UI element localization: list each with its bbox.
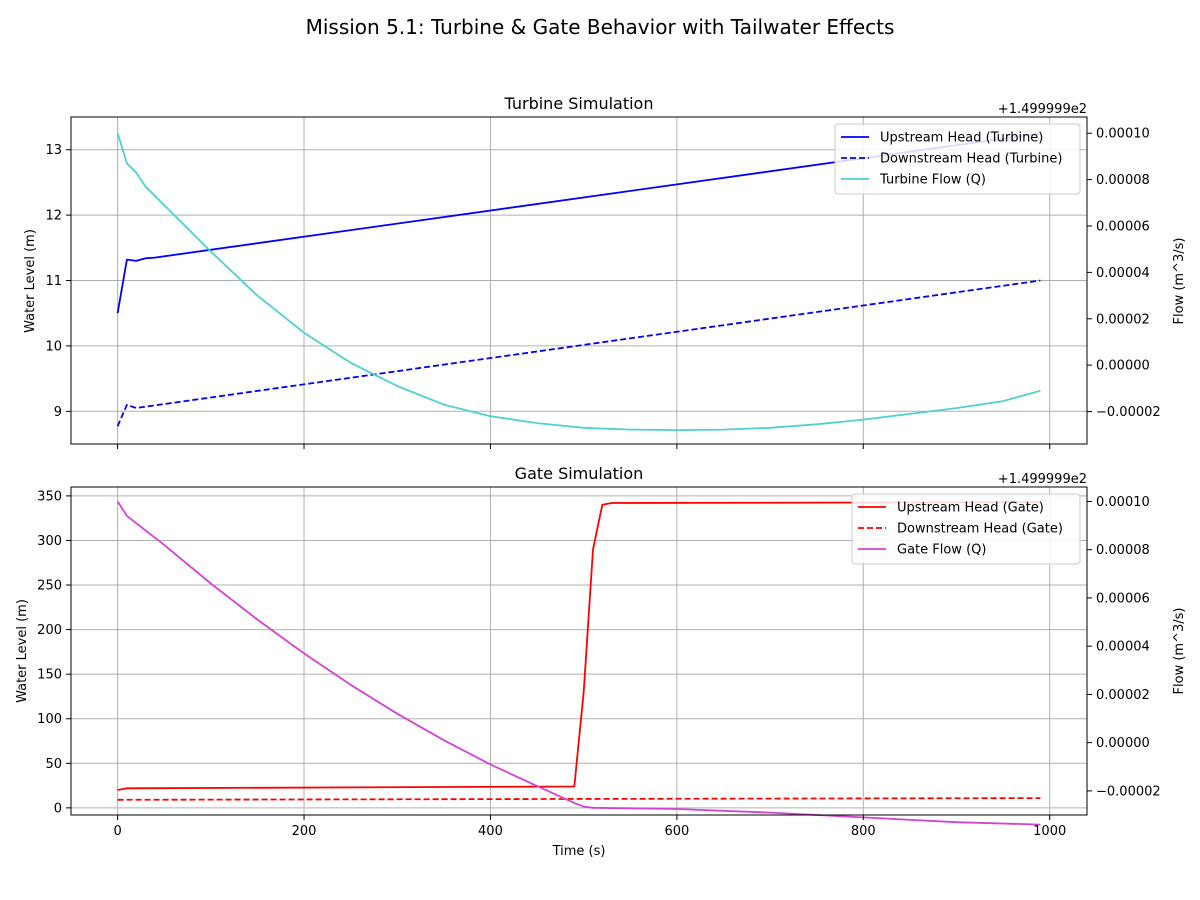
- turbine-y-tick-label: 11: [45, 274, 62, 289]
- gate-legend: Upstream Head (Gate) Downstream Head (Gat…: [851, 493, 1081, 565]
- turbine-legend-label: Upstream Head (Turbine): [880, 131, 1043, 146]
- gate-panel: 0 200 400 600 800 1000 050100150200250300350 …: [15, 464, 1187, 859]
- gate-x-label: Time (s): [552, 844, 606, 859]
- gate-y-tick-label: 0: [54, 801, 62, 816]
- turbine-y-right-label: Flow (m^3/s): [1172, 238, 1187, 325]
- gate-x-tick-label: 1000: [1033, 824, 1066, 839]
- gate-x-ticks: 0 200 400 600 800 1000: [113, 815, 1066, 839]
- gate-x-tick-label: 0: [113, 824, 121, 839]
- turbine-y-right-tick-label: 0.00000: [1096, 359, 1150, 374]
- gate-title: Gate Simulation: [515, 464, 644, 483]
- gate-y-label: Water Level (m): [15, 599, 30, 703]
- turbine-legend-box: [834, 123, 1081, 195]
- turbine-y-ticks: 9 10 11 12 13: [45, 143, 71, 420]
- gate-legend-box: [851, 493, 1081, 565]
- gate-x-tick-label: 200: [292, 824, 317, 839]
- gate-y-right-tick-label: 0.00000: [1096, 736, 1150, 751]
- gate-y-right-ticks: −0.00002 0.00000 0.00002 0.00004 0.00006 0.00…: [1087, 495, 1161, 799]
- turbine-y-label: Water Level (m): [23, 229, 38, 333]
- turbine-right-offset-label: +1.499999e2: [998, 102, 1087, 117]
- turbine-y-right-tick-label: 0.00008: [1096, 173, 1150, 188]
- gate-y-right-tick-label: 0.00004: [1096, 640, 1150, 655]
- turbine-series-line-2: [116, 279, 1041, 427]
- turbine-y-tick-label: 12: [45, 209, 62, 224]
- gate-y-tick-label: 300: [37, 534, 62, 549]
- gate-right-offset-label: +1.499999e2: [998, 472, 1087, 487]
- turbine-y-tick-label: 9: [54, 405, 62, 420]
- turbine-panel: 9 10 11 12 13 −0.00002 0.00000 0.00002 0.00004 0…: [23, 94, 1187, 449]
- turbine-y-tick-label: 10: [45, 339, 62, 354]
- figure-title: Mission 5.1: Turbine & Gate Behavior wit…: [306, 15, 895, 39]
- turbine-x-ticks: [117, 444, 1051, 449]
- turbine-y-right-ticks: −0.00002 0.00000 0.00002 0.00004 0.00006 0.00…: [1087, 127, 1161, 420]
- turbine-legend-label: Turbine Flow (Q): [879, 173, 986, 188]
- gate-y-tick-label: 350: [37, 489, 62, 504]
- turbine-series: [116, 132, 1041, 432]
- gate-x-tick-label: 600: [664, 824, 689, 839]
- gate-legend-label: Upstream Head (Gate): [897, 501, 1044, 516]
- turbine-y-right-tick-label: 0.00002: [1096, 312, 1150, 327]
- turbine-series-line-1: [116, 132, 1041, 314]
- gate-y-right-tick-label: 0.00002: [1096, 688, 1150, 703]
- turbine-legend: Upstream Head (Turbine) Downstream Head (…: [834, 123, 1081, 195]
- turbine-legend-label: Downstream Head (Turbine): [880, 152, 1062, 167]
- turbine-title: Turbine Simulation: [504, 94, 654, 113]
- gate-legend-label: Downstream Head (Gate): [897, 522, 1063, 537]
- turbine-series-line-3: [116, 132, 1041, 432]
- gate-series: [116, 501, 1041, 826]
- turbine-y-right-tick-label: 0.00004: [1096, 266, 1150, 281]
- gate-series-line-1: [117, 501, 1041, 791]
- gate-y-tick-label: 150: [37, 668, 62, 683]
- gate-y-tick-label: 50: [45, 757, 62, 772]
- gate-y-tick-label: 100: [37, 712, 62, 727]
- gate-series-line-3: [116, 501, 1041, 826]
- turbine-y-right-tick-label: −0.00002: [1096, 405, 1161, 420]
- gate-y-right-tick-label: 0.00006: [1096, 591, 1150, 606]
- gate-x-tick-label: 800: [851, 824, 876, 839]
- gate-y-tick-label: 200: [37, 623, 62, 638]
- gate-series-line-2: [117, 797, 1041, 801]
- gate-x-tick-label: 400: [478, 824, 503, 839]
- gate-y-right-label: Flow (m^3/s): [1172, 608, 1187, 695]
- gate-y-ticks: 0 50 100 150 200 250 300 350: [37, 489, 71, 816]
- turbine-y-right-tick-label: 0.00006: [1096, 220, 1150, 235]
- gate-y-tick-label: 250: [37, 579, 62, 594]
- gate-axes-frame: [70, 486, 1088, 816]
- gate-y-right-tick-label: −0.00002: [1096, 784, 1161, 799]
- gate-legend-label: Gate Flow (Q): [897, 543, 986, 558]
- turbine-y-right-tick-label: 0.00010: [1096, 127, 1150, 142]
- turbine-y-tick-label: 13: [45, 143, 62, 158]
- gate-y-right-tick-label: 0.00010: [1096, 495, 1150, 510]
- gate-y-right-tick-label: 0.00008: [1096, 543, 1150, 558]
